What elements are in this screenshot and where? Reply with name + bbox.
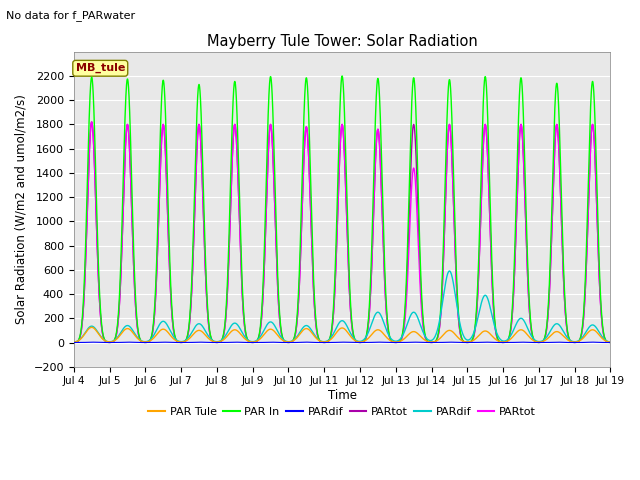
- Legend: PAR Tule, PAR In, PARdif, PARtot, PARdif, PARtot: PAR Tule, PAR In, PARdif, PARtot, PARdif…: [144, 402, 540, 421]
- Y-axis label: Solar Radiation (W/m2 and umol/m2/s): Solar Radiation (W/m2 and umol/m2/s): [15, 94, 28, 324]
- Title: Mayberry Tule Tower: Solar Radiation: Mayberry Tule Tower: Solar Radiation: [207, 34, 477, 49]
- X-axis label: Time: Time: [328, 389, 356, 402]
- Text: MB_tule: MB_tule: [76, 63, 125, 73]
- Text: No data for f_PARwater: No data for f_PARwater: [6, 10, 136, 21]
